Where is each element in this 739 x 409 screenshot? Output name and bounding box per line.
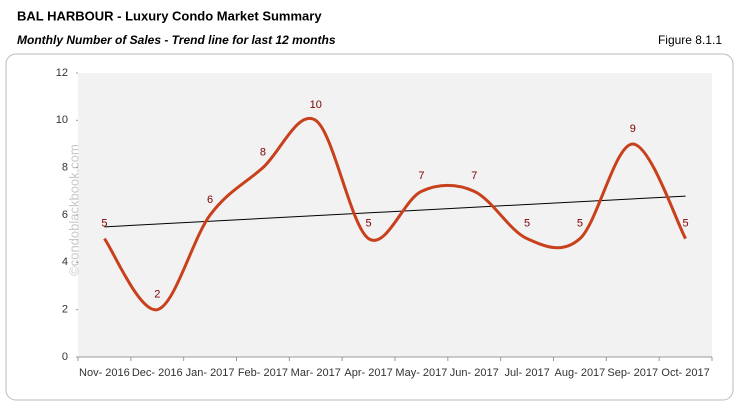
x-tick-label: Mar- 2017 bbox=[291, 367, 341, 379]
data-label: 5 bbox=[366, 218, 372, 230]
x-tick-label: Aug- 2017 bbox=[555, 367, 606, 379]
y-tick-label: 10 bbox=[56, 114, 68, 126]
x-tick-label: Nov- 2016 bbox=[79, 367, 130, 379]
x-tick-label: Oct- 2017 bbox=[661, 367, 709, 379]
data-label: 8 bbox=[260, 147, 266, 159]
y-tick-label: 2 bbox=[62, 304, 68, 316]
data-label: 9 bbox=[630, 123, 636, 135]
x-tick-label: Jun- 2017 bbox=[450, 367, 499, 379]
data-label: 2 bbox=[154, 289, 160, 301]
y-tick-label: 4 bbox=[62, 256, 68, 268]
data-label: 5 bbox=[577, 218, 583, 230]
figure-label: Figure 8.1.1 bbox=[658, 33, 722, 47]
x-tick-label: Sep- 2017 bbox=[607, 367, 658, 379]
data-label: 6 bbox=[207, 194, 213, 206]
plot-area bbox=[78, 73, 712, 357]
x-tick-label: May- 2017 bbox=[395, 367, 447, 379]
data-label: 7 bbox=[418, 170, 424, 182]
chart-subtitle: Monthly Number of Sales - Trend line for… bbox=[17, 33, 336, 47]
data-label: 5 bbox=[524, 218, 530, 230]
y-tick-label: 8 bbox=[62, 162, 68, 174]
trend-line bbox=[104, 195, 686, 228]
y-tick-label: 6 bbox=[62, 209, 68, 221]
y-tick-label: 12 bbox=[56, 67, 68, 79]
chart-title: BAL HARBOUR - Luxury Condo Market Summar… bbox=[17, 8, 322, 23]
x-tick-label: Jul- 2017 bbox=[504, 367, 549, 379]
x-tick-label: Dec- 2016 bbox=[132, 367, 183, 379]
data-label: 5 bbox=[683, 218, 689, 230]
x-tick-label: Jan- 2017 bbox=[186, 367, 235, 379]
sales-line bbox=[103, 116, 687, 312]
x-tick-label: Feb- 2017 bbox=[238, 367, 288, 379]
data-label: 5 bbox=[101, 218, 107, 230]
y-tick-label: 0 bbox=[62, 351, 68, 363]
watermark: ©condoblackbook.com bbox=[66, 144, 81, 276]
data-label: 10 bbox=[310, 99, 322, 111]
x-tick-label: Apr- 2017 bbox=[344, 367, 392, 379]
data-label: 7 bbox=[471, 170, 477, 182]
